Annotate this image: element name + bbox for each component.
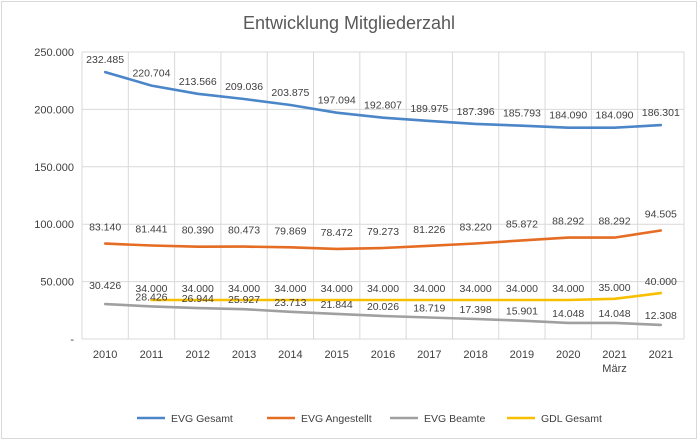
x-tick-label: 2021	[649, 349, 673, 361]
data-label-evg-beamte: 14.048	[598, 308, 630, 320]
gridlines	[81, 51, 685, 340]
data-label-gdl-gesamt: 34.000	[413, 283, 445, 295]
data-label-evg-beamte: 20.026	[367, 301, 399, 313]
data-label-evg-beamte: 21.844	[321, 299, 353, 311]
data-label-evg-gesamt: 185.793	[503, 108, 541, 120]
series-line-evg-angestellt	[103, 229, 663, 251]
data-label-evg-beamte: 18.719	[413, 303, 445, 315]
series-lines	[103, 70, 663, 327]
chart-frame: Entwicklung Mitgliederzahl - 50.000 100.00…	[1, 1, 697, 439]
data-label-gdl-gesamt: 34.000	[367, 283, 399, 295]
data-label-evg-gesamt: 220.704	[132, 68, 170, 80]
data-label-evg-beamte: 17.398	[460, 304, 492, 316]
data-label-evg-angestellt: 85.872	[506, 218, 538, 230]
x-tick-label: 2011	[140, 349, 164, 361]
data-label-evg-gesamt: 184.090	[549, 110, 587, 122]
data-label-evg-angestellt: 83.220	[460, 221, 492, 233]
data-label-evg-beamte: 23.713	[274, 297, 306, 309]
data-label-gdl-gesamt: 35.000	[598, 282, 630, 294]
data-label-evg-gesamt: 213.566	[179, 76, 217, 88]
y-axis: - 50.000 100.000 150.000 200.000 250.000	[34, 47, 74, 346]
chart-title: Entwicklung Mitgliederzahl	[243, 13, 455, 33]
legend-label: EVG Beamte	[424, 413, 485, 425]
data-labels: 232.485 220.704 213.566 209.036 203.875 197.0…	[86, 54, 680, 322]
data-label-gdl-gesamt: 34.000	[274, 283, 306, 295]
data-label-evg-angestellt: 81.441	[135, 224, 167, 236]
data-label-evg-beamte: 30.426	[89, 280, 121, 292]
data-label-gdl-gesamt: 40.000	[645, 276, 677, 288]
x-tick-label: 2014	[278, 349, 302, 361]
data-label-evg-angestellt: 80.473	[228, 225, 260, 237]
y-tick-label: -	[70, 334, 74, 346]
series-line-evg-beamte	[103, 302, 663, 327]
data-label-evg-gesamt: 203.875	[271, 87, 309, 99]
data-label-evg-beamte: 12.308	[645, 310, 677, 322]
data-label-evg-gesamt: 187.396	[457, 106, 495, 118]
x-tick-label: 2018	[463, 349, 487, 361]
data-label-evg-gesamt: 192.807	[364, 100, 402, 112]
data-label-evg-angestellt: 88.292	[552, 216, 584, 228]
x-tick-label: 2013	[232, 349, 256, 361]
data-label-evg-gesamt: 189.975	[410, 103, 448, 115]
data-label-evg-angestellt: 79.869	[274, 225, 306, 237]
x-tick-label: 2012	[186, 349, 210, 361]
x-axis: 2010 2011 2012 2013 2014 2015 2016 2017 2018 2019…	[93, 349, 673, 375]
x-tick-label: 2017	[417, 349, 441, 361]
legend-item-evg-gesamt: EVG Gesamt	[137, 413, 233, 425]
data-label-gdl-gesamt: 34.000	[321, 283, 353, 295]
legend-label: GDL Gesamt	[541, 413, 602, 425]
data-label-evg-gesamt: 232.485	[86, 54, 124, 66]
data-label-gdl-gesamt: 34.000	[552, 283, 584, 295]
series-line-gdl-gesamt	[150, 291, 663, 302]
legend-item-evg-beamte: EVG Beamte	[390, 413, 485, 425]
legend-item-evg-angestellt: EVG Angestellt	[267, 413, 372, 425]
data-label-evg-gesamt: 209.036	[225, 81, 263, 93]
x-tick-label: 2021 März	[602, 349, 626, 375]
data-label-evg-beamte: 26.944	[182, 293, 214, 305]
series-line-evg-gesamt	[103, 70, 663, 129]
data-label-evg-angestellt: 78.472	[321, 227, 353, 239]
data-label-gdl-gesamt: 34.000	[460, 283, 492, 295]
data-label-evg-gesamt: 186.301	[642, 107, 680, 119]
data-label-evg-angestellt: 80.390	[182, 225, 214, 237]
data-label-evg-beamte: 28.426	[135, 291, 167, 303]
data-label-evg-beamte: 15.901	[506, 306, 538, 318]
data-label-gdl-gesamt: 34.000	[506, 283, 538, 295]
data-label-evg-angestellt: 94.505	[645, 209, 677, 221]
y-tick-label: 50.000	[40, 277, 74, 289]
x-tick-label: 2020	[556, 349, 580, 361]
data-label-evg-angestellt: 88.292	[598, 216, 630, 228]
legend-label: EVG Angestellt	[301, 413, 372, 425]
data-label-gdl-gesamt: 34.000	[228, 283, 260, 295]
legend: EVG Gesamt EVG Angestellt EVG Beamte GDL Ge…	[137, 413, 602, 425]
y-tick-label: 250.000	[34, 47, 74, 59]
y-tick-label: 150.000	[34, 162, 74, 174]
data-label-gdl-gesamt: 34.000	[135, 283, 167, 295]
data-label-evg-beamte: 14.048	[552, 308, 584, 320]
x-tick-label: 2015	[324, 349, 348, 361]
y-tick-label: 200.000	[34, 104, 74, 116]
data-label-evg-angestellt: 81.226	[413, 224, 445, 236]
line-chart: Entwicklung Mitgliederzahl - 50.000 100.00…	[34, 13, 685, 425]
data-label-evg-gesamt: 184.090	[596, 110, 634, 122]
legend-label: EVG Gesamt	[171, 413, 233, 425]
data-label-evg-angestellt: 79.273	[367, 226, 399, 238]
x-tick-label: 2010	[93, 349, 117, 361]
data-label-evg-beamte: 25.927	[228, 294, 260, 306]
x-tick-label: 2019	[510, 349, 534, 361]
y-tick-label: 100.000	[34, 219, 74, 231]
data-label-evg-gesamt: 197.094	[318, 95, 356, 107]
x-tick-label: 2016	[371, 349, 395, 361]
data-label-evg-angestellt: 83.140	[89, 222, 121, 234]
legend-item-gdl-gesamt: GDL Gesamt	[507, 413, 602, 425]
data-label-gdl-gesamt: 34.000	[182, 283, 214, 295]
